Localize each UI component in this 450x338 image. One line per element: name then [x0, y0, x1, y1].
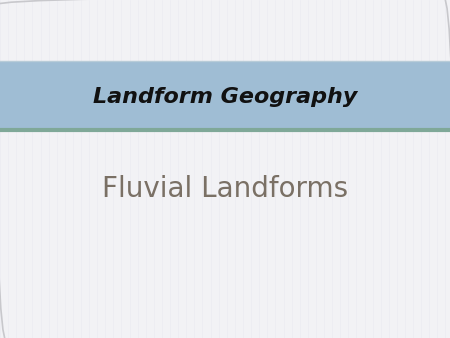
- Bar: [0, 61, 450, 130]
- Text: Landform Geography: Landform Geography: [93, 87, 357, 107]
- Text: Fluvial Landforms: Fluvial Landforms: [102, 175, 348, 203]
